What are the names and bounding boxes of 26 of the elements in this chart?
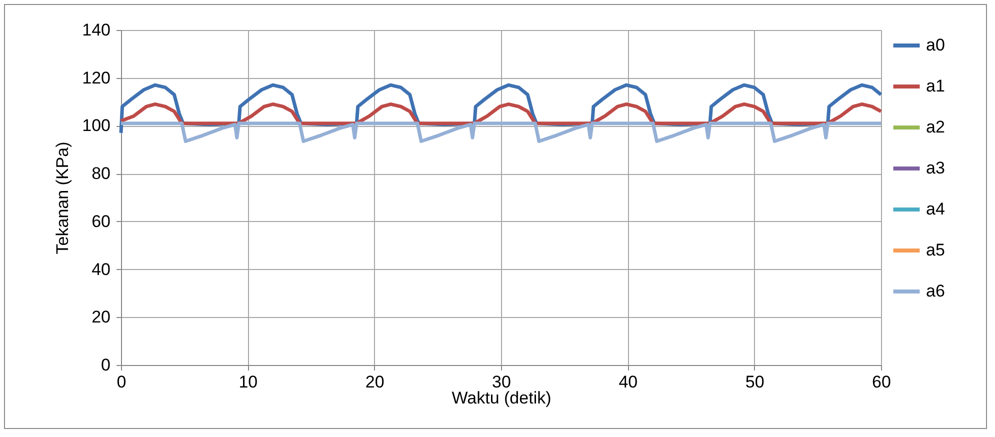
y-tick-label: 80 [92, 164, 110, 184]
legend-label: a6 [926, 282, 945, 300]
legend-label: a2 [926, 118, 945, 136]
y-tick-label: 40 [92, 260, 110, 279]
x-tick-label: 60 [872, 372, 891, 392]
y-tick-label: 60 [92, 212, 110, 231]
line-series [119, 122, 883, 144]
y-axis-title: Tekanan (KPa) [53, 142, 72, 254]
legend-label: a4 [926, 200, 945, 218]
y-tick-label: 100 [82, 116, 110, 136]
legend-label: a1 [926, 76, 945, 96]
x-axis-title: Waktu (detik) [452, 388, 552, 408]
x-tick-label: 0 [116, 372, 126, 392]
x-tick-label: 50 [745, 372, 764, 392]
line-series [119, 102, 883, 126]
x-tick-label: 20 [365, 372, 384, 392]
x-tick-label: 30 [492, 372, 511, 392]
x-tick-label: 40 [618, 372, 638, 392]
y-tick-label: 140 [82, 20, 110, 40]
legend-label: a3 [926, 158, 945, 178]
legend-label: a5 [926, 240, 945, 260]
x-tick-label: 10 [238, 372, 258, 392]
y-tick-label: 0 [101, 356, 110, 374]
y-tick-label: 20 [92, 308, 110, 327]
legend-label: a0 [926, 36, 945, 54]
y-tick-label: 120 [82, 68, 110, 88]
